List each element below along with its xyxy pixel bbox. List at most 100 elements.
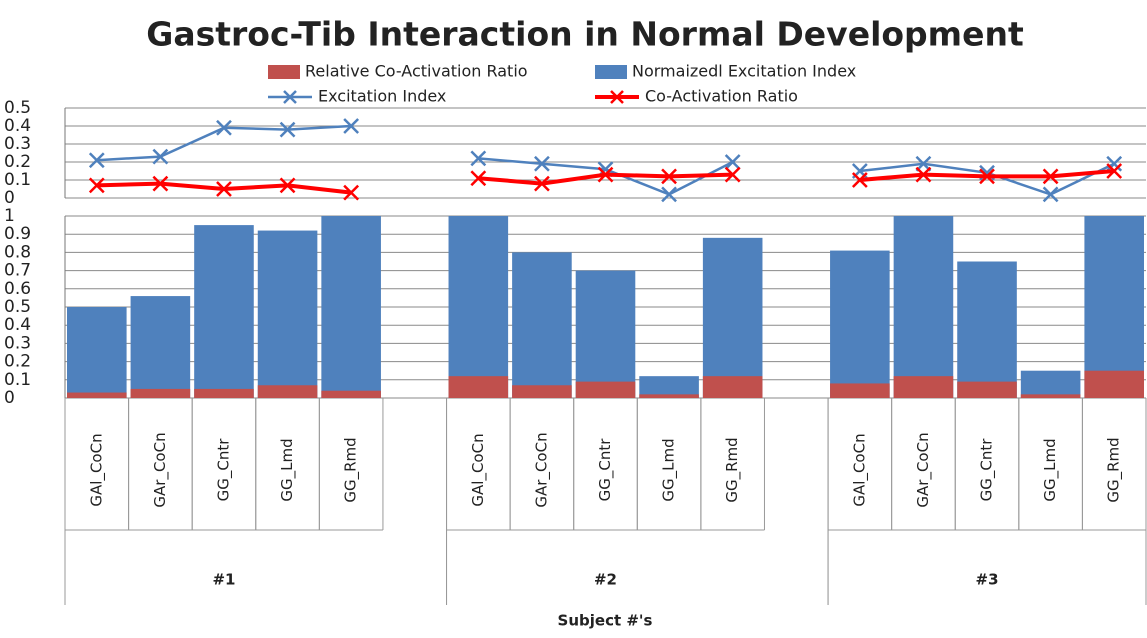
line-marker <box>279 121 296 138</box>
y-tick-label: 0.3 <box>4 333 31 353</box>
legend-label: Relative Co-Activation Ratio <box>305 62 528 81</box>
line-marker <box>979 168 995 185</box>
line-marker <box>88 177 105 194</box>
legend-label: Normaizedl Excitation Index <box>632 62 856 81</box>
bar <box>257 230 318 398</box>
y-tick-label: 0.5 <box>4 297 31 317</box>
bar <box>702 237 763 398</box>
line-marker <box>88 152 105 169</box>
line-marker <box>1042 168 1059 185</box>
line-marker <box>343 118 360 134</box>
line-marker <box>1106 155 1123 172</box>
bar <box>448 216 509 398</box>
bar <box>194 388 254 398</box>
x-tick-label: GG_Cntr <box>978 438 997 502</box>
bar <box>957 261 1017 398</box>
x-tick-label: GG_Lmd <box>278 438 297 501</box>
y-tick-label: 0.2 <box>4 352 31 372</box>
line-marker <box>343 184 360 201</box>
line-marker <box>152 148 169 165</box>
y-tick-label: 0.2 <box>4 152 31 172</box>
legend-item: Co-Activation Ratio <box>595 87 798 106</box>
x-tick-label: GAl_CoCn <box>87 433 106 506</box>
line-marker <box>915 166 932 183</box>
group-label: #3 <box>976 571 999 589</box>
y-tick-label: 1 <box>4 206 15 226</box>
x-tick-label: GG_Cntr <box>596 438 615 502</box>
y-tick-label: 0.3 <box>4 134 31 154</box>
x-tick-label: GG_Rmd <box>723 437 742 502</box>
line-marker <box>470 170 487 187</box>
bar <box>448 376 509 398</box>
line-marker <box>724 154 741 170</box>
legend-marker <box>283 90 297 104</box>
bar <box>830 250 890 398</box>
x-tick-label: GAr_CoCn <box>532 432 551 507</box>
x-tick-label: GG_Rmd <box>1105 437 1124 502</box>
line-marker <box>597 166 614 183</box>
line-marker <box>216 181 232 197</box>
bar <box>67 307 127 398</box>
bar <box>321 390 381 398</box>
bar <box>893 376 954 398</box>
x-tick-label: GAl_CoCn <box>469 433 488 506</box>
line-marker <box>851 172 868 188</box>
mark-layer <box>67 118 1144 398</box>
y-tick-label: 0.8 <box>4 242 31 262</box>
bar <box>639 376 699 398</box>
line-marker <box>279 177 296 194</box>
line-marker <box>661 186 677 203</box>
y-tick-label: 0.6 <box>4 279 31 299</box>
line-marker <box>661 168 677 185</box>
line <box>96 124 1115 196</box>
y-tick-label: 0 <box>4 188 15 208</box>
line-marker <box>534 175 550 192</box>
legend-label: Co-Activation Ratio <box>645 87 798 106</box>
x-tick-label: GAl_CoCn <box>850 433 869 506</box>
legend-item: Excitation Index <box>268 87 446 106</box>
y-tick-label: 0.7 <box>4 261 31 281</box>
bar <box>957 381 1017 398</box>
bar <box>257 385 318 398</box>
y-tick-label: 0.1 <box>4 170 31 190</box>
bar <box>1084 216 1144 398</box>
legend-swatch <box>595 65 627 79</box>
bar <box>1020 370 1081 398</box>
line-marker <box>724 166 741 183</box>
bar <box>512 252 572 398</box>
group-label: #2 <box>594 571 617 589</box>
bar <box>639 394 699 398</box>
line-marker <box>1106 163 1123 179</box>
y-tick-label: 0.5 <box>4 98 31 118</box>
group-label: #1 <box>212 571 235 589</box>
bar <box>67 392 127 398</box>
bar <box>130 296 191 398</box>
y-tick-label: 0 <box>4 388 15 408</box>
y-tick-label: 0.4 <box>4 116 31 136</box>
bar <box>893 216 954 398</box>
bar <box>130 388 191 398</box>
line-series <box>88 163 1123 201</box>
bar <box>1020 394 1081 398</box>
legend-label: Excitation Index <box>318 87 446 106</box>
bar <box>575 381 636 398</box>
line-marker <box>470 150 487 167</box>
bar <box>194 225 254 398</box>
line-marker <box>152 175 169 192</box>
bar <box>702 376 763 398</box>
x-tick-label: GAr_CoCn <box>151 432 170 507</box>
x-tick-label: GAr_CoCn <box>914 432 933 507</box>
x-axis-title: Subject #'s <box>558 612 653 630</box>
y-tick-label: 0.4 <box>4 315 31 335</box>
line-marker <box>1042 186 1059 203</box>
x-tick-label: GG_Lmd <box>660 438 679 501</box>
legend-item: Normaizedl Excitation Index <box>595 62 856 81</box>
bar <box>830 383 890 398</box>
bar <box>1084 370 1144 398</box>
legend-marker <box>610 90 624 104</box>
line-marker <box>534 155 550 172</box>
legend-item: Relative Co-Activation Ratio <box>268 62 528 81</box>
legend-swatch <box>268 65 300 79</box>
bar <box>512 385 572 398</box>
